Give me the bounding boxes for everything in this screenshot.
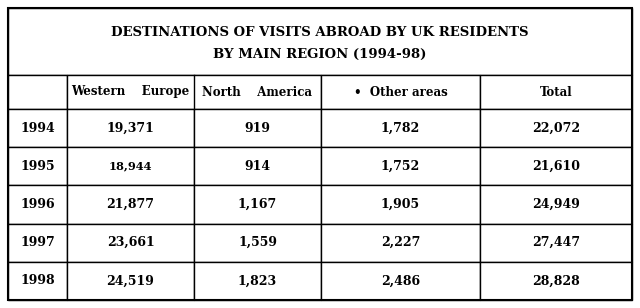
Bar <box>321 75 480 109</box>
Bar <box>8 109 67 147</box>
Text: 23,661: 23,661 <box>107 236 154 249</box>
Bar <box>480 262 632 300</box>
Text: 1997: 1997 <box>20 236 55 249</box>
Text: 1998: 1998 <box>20 274 55 287</box>
Text: 1,823: 1,823 <box>238 274 277 287</box>
Bar <box>480 224 632 262</box>
Bar <box>321 185 480 224</box>
Bar <box>480 75 632 109</box>
Text: 914: 914 <box>244 160 271 173</box>
Text: 1995: 1995 <box>20 160 55 173</box>
Bar <box>480 109 632 147</box>
Bar <box>321 109 480 147</box>
Text: 919: 919 <box>244 122 271 135</box>
Text: 28,828: 28,828 <box>532 274 580 287</box>
Bar <box>480 147 632 185</box>
Text: 27,447: 27,447 <box>532 236 580 249</box>
Bar <box>8 185 67 224</box>
Bar <box>8 262 67 300</box>
Text: 1,782: 1,782 <box>381 122 420 135</box>
Bar <box>8 8 632 75</box>
Bar <box>194 109 321 147</box>
Bar <box>321 147 480 185</box>
Bar <box>8 224 67 262</box>
Text: 18,944: 18,944 <box>109 161 152 172</box>
Text: 2,227: 2,227 <box>381 236 420 249</box>
Text: 1,559: 1,559 <box>238 236 277 249</box>
Text: BY MAIN REGION (1994-98): BY MAIN REGION (1994-98) <box>213 48 427 61</box>
Text: 1,167: 1,167 <box>238 198 277 211</box>
Bar <box>67 75 321 109</box>
Text: 1,905: 1,905 <box>381 198 420 211</box>
Text: DESTINATIONS OF VISITS ABROAD BY UK RESIDENTS: DESTINATIONS OF VISITS ABROAD BY UK RESI… <box>111 26 529 39</box>
Bar <box>194 147 321 185</box>
Bar <box>194 224 321 262</box>
Bar <box>194 185 321 224</box>
Text: Western    Europe: Western Europe <box>72 86 189 99</box>
Text: 24,519: 24,519 <box>107 274 154 287</box>
Text: Total: Total <box>540 86 572 99</box>
Text: 1994: 1994 <box>20 122 55 135</box>
Text: •  Other areas: • Other areas <box>354 86 447 99</box>
Text: 1996: 1996 <box>20 198 55 211</box>
Text: 21,877: 21,877 <box>106 198 154 211</box>
Text: North    America: North America <box>202 86 312 99</box>
Bar <box>8 147 67 185</box>
Text: 22,072: 22,072 <box>532 122 580 135</box>
Bar <box>67 147 194 185</box>
Bar <box>67 109 194 147</box>
Text: 2,486: 2,486 <box>381 274 420 287</box>
Bar <box>321 224 480 262</box>
Bar <box>67 185 194 224</box>
Bar <box>194 262 321 300</box>
Bar <box>67 224 194 262</box>
Bar <box>67 262 194 300</box>
Bar <box>480 185 632 224</box>
Text: 1,752: 1,752 <box>381 160 420 173</box>
Text: 19,371: 19,371 <box>107 122 154 135</box>
Text: 21,610: 21,610 <box>532 160 580 173</box>
Bar <box>8 75 67 109</box>
Bar <box>321 262 480 300</box>
Text: 24,949: 24,949 <box>532 198 580 211</box>
